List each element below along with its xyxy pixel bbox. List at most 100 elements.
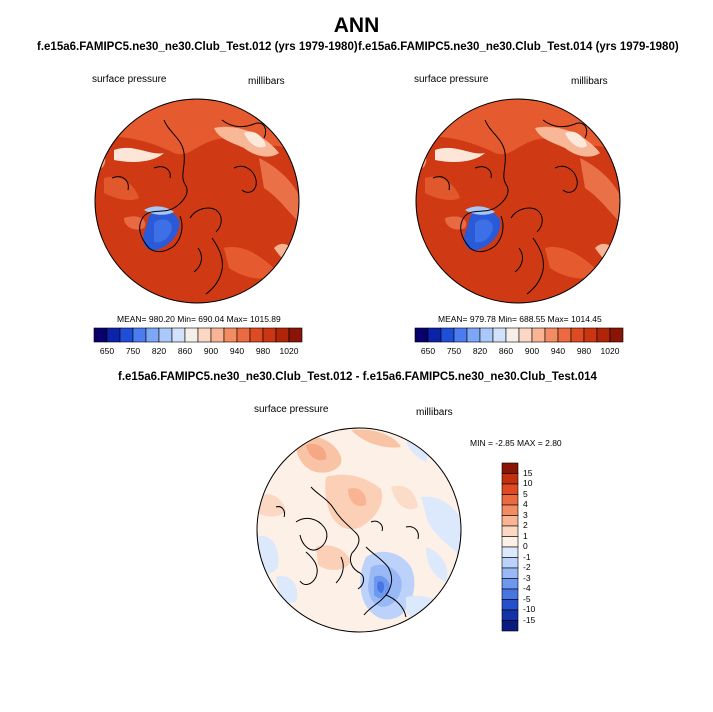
- diff-colorbar-swatch: [501, 609, 519, 621]
- panel-2-colorbar-swatch: [570, 327, 585, 343]
- panel-1-colorbar-swatch: [171, 327, 186, 343]
- panel-1-colorbar-tick-label: 820: [151, 346, 167, 356]
- panel-2-colorbar-swatch: [427, 327, 442, 343]
- diff-units: millibars: [416, 407, 453, 418]
- diff-colorbar-swatch: [501, 578, 519, 590]
- figure-title: ANN: [333, 14, 380, 37]
- panel-1-units: millibars: [248, 76, 285, 87]
- panel-2-variable: surface pressure: [414, 74, 489, 85]
- panel-2-colorbar-swatch: [531, 327, 546, 343]
- diff-colorbar-tick-label: 10: [523, 478, 533, 488]
- panel-1-colorbar-tick-label: 900: [203, 346, 219, 356]
- panel-1-colorbar-swatch: [93, 327, 108, 343]
- diff-colorbar-swatch: [501, 504, 519, 516]
- diff-colorbar-tick-label: -1: [523, 551, 531, 562]
- diff-variable: surface pressure: [254, 404, 329, 415]
- panel-2-colorbar-labels: 650 750 820 860 900 940 980 1020: [415, 346, 623, 358]
- diff-colorbar-labels: 15 10 5 4 3 2 1 0 -1 -2 -3 -4 -5 -10 -15: [523, 463, 553, 631]
- panel-2-colorbar: [414, 327, 624, 343]
- panel-1-variable: surface pressure: [92, 74, 167, 85]
- diff-colorbar-swatch: [501, 567, 519, 579]
- panel-2-colorbar-swatch: [414, 327, 429, 343]
- diff-colorbar-tick-label: -4: [523, 583, 531, 593]
- panel-1-colorbar-swatch: [223, 327, 238, 343]
- panel-1-colorbar-swatch: [275, 327, 290, 343]
- diff-colorbar-swatch: [501, 557, 519, 569]
- panel-2-colorbar-swatch: [453, 327, 468, 343]
- diff-colorbar-swatch: [501, 599, 519, 611]
- panel-1-colorbar-swatch: [197, 327, 212, 343]
- diff-colorbar-swatch: [501, 473, 519, 485]
- panel-1-colorbar-tick-label: 860: [177, 346, 193, 356]
- panel-2-colorbar-swatch: [466, 327, 481, 343]
- panel-1-colorbar-tick-label: 980: [255, 346, 271, 356]
- panel-2-colorbar-swatch: [440, 327, 455, 343]
- diff-minmax: MIN = -2.85 MAX = 2.80: [470, 438, 562, 448]
- panel-1-colorbar-swatch: [106, 327, 121, 343]
- diff-colorbar-tick-label: -2: [523, 562, 531, 572]
- panel-1-colorbar-tick-label: 1020: [279, 346, 299, 356]
- panel-2-colorbar-swatch: [557, 327, 572, 343]
- panel-2-colorbar-swatch: [583, 327, 598, 343]
- panel-1-colorbar-swatch: [249, 327, 264, 343]
- diff-colorbar-tick-label: 4: [523, 499, 528, 509]
- diff-colorbar-tick-label: 15: [523, 467, 533, 478]
- panel-1-colorbar-tick-label: 650: [99, 346, 115, 356]
- panel-2-colorbar-tick-label: 980: [576, 346, 592, 356]
- panel-2-colorbar-tick-label: 860: [498, 346, 514, 356]
- diff-map: [256, 427, 462, 633]
- panel-1-colorbar-swatch: [119, 327, 134, 343]
- diff-colorbar-tick-label: 0: [523, 541, 528, 551]
- panel-1-colorbar-swatch: [132, 327, 147, 343]
- panel-2-colorbar-tick-label: 900: [524, 346, 540, 356]
- diff-header: f.e15a6.FAMIPC5.ne30_ne30.Club_Test.012 …: [118, 371, 597, 383]
- panel-1-stats: MEAN= 980.20 Min= 690.04 Max= 1015.89: [117, 314, 281, 324]
- panel-2-colorbar-swatch: [518, 327, 533, 343]
- panel-2-colorbar-tick-label: 1020: [600, 346, 620, 356]
- panel-2-colorbar-tick-label: 820: [472, 346, 488, 356]
- panel-2-header: f.e15a6.FAMIPC5.ne30_ne30.Club_Test.014 …: [358, 41, 679, 53]
- panel-1-colorbar-swatch: [262, 327, 277, 343]
- panel-2-stats: MEAN= 979.78 Min= 688.55 Max= 1014.45: [438, 314, 602, 324]
- diff-colorbar-swatch: [501, 546, 519, 558]
- panel-1-colorbar-swatch: [158, 327, 173, 343]
- panel-1-colorbar-swatch: [288, 327, 303, 343]
- panel-1-colorbar-swatch: [145, 327, 160, 343]
- diff-colorbar-swatch: [501, 494, 519, 506]
- panel-2-colorbar-tick-label: 650: [420, 346, 436, 356]
- panel-1-colorbar-tick-label: 940: [229, 346, 245, 356]
- panel-2-colorbar-swatch: [505, 327, 520, 343]
- diff-colorbar-swatch: [501, 483, 519, 495]
- panel-2-colorbar-tick-label: 750: [446, 346, 462, 356]
- panel-2-colorbar-swatch: [479, 327, 494, 343]
- panel-2-colorbar-swatch: [609, 327, 624, 343]
- panel-1-colorbar: [93, 327, 303, 343]
- panel-2-colorbar-swatch: [544, 327, 559, 343]
- panel-2-units: millibars: [571, 76, 608, 87]
- panel-1-colorbar-swatch: [210, 327, 225, 343]
- panel-1-map: [94, 98, 300, 304]
- diff-colorbar: [501, 462, 519, 632]
- diff-colorbar-swatch: [501, 588, 519, 600]
- diff-colorbar-swatch: [501, 536, 519, 548]
- panel-1-header: f.e15a6.FAMIPC5.ne30_ne30.Club_Test.012 …: [37, 41, 358, 53]
- panel-1-colorbar-labels: 650 750 820 860 900 940 980 1020: [94, 346, 302, 358]
- panel-1-colorbar-swatch: [236, 327, 251, 343]
- diff-colorbar-tick-label: -3: [523, 572, 531, 583]
- diff-colorbar-swatch: [501, 620, 519, 632]
- diff-colorbar-swatch: [501, 462, 519, 474]
- diff-colorbar-swatch: [501, 515, 519, 527]
- diff-colorbar-swatch: [501, 525, 519, 537]
- diff-colorbar-tick-label: -5: [523, 593, 531, 604]
- diff-colorbar-tick-label: 3: [523, 509, 528, 520]
- diff-colorbar-tick-label: -15: [523, 614, 536, 625]
- diff-colorbar-tick-label: 2: [523, 520, 528, 530]
- panel-2-colorbar-tick-label: 940: [550, 346, 566, 356]
- diff-colorbar-tick-label: 1: [523, 530, 528, 541]
- panel-2-map: [415, 98, 621, 304]
- panel-2-colorbar-swatch: [492, 327, 507, 343]
- panel-1-colorbar-tick-label: 750: [125, 346, 141, 356]
- diff-colorbar-tick-label: 5: [523, 488, 528, 499]
- panel-1-colorbar-swatch: [184, 327, 199, 343]
- diff-colorbar-tick-label: -10: [523, 604, 536, 614]
